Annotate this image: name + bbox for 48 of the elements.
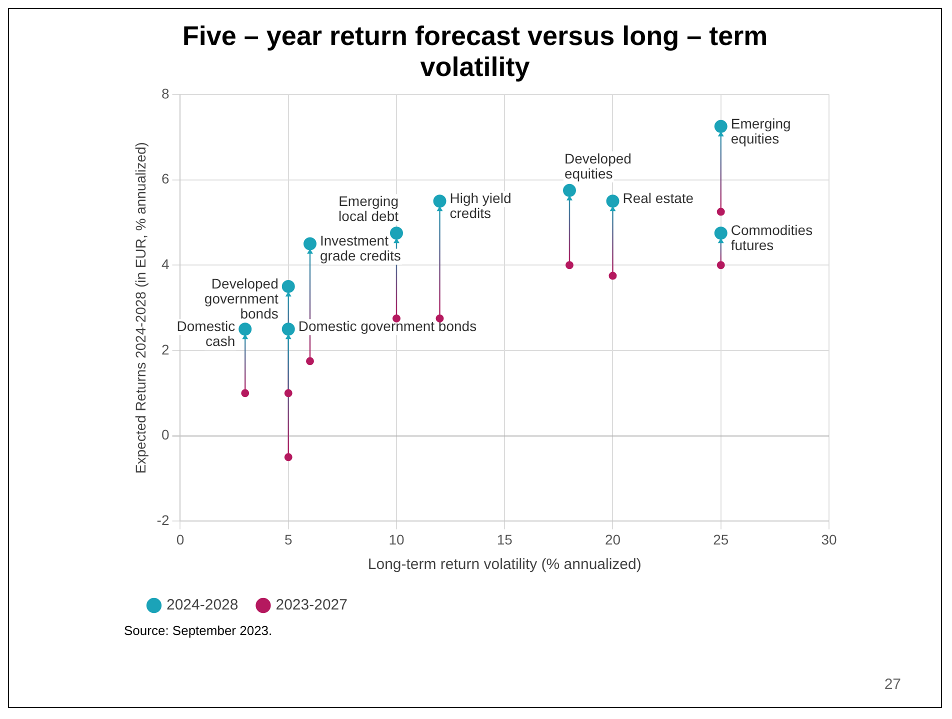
point [714, 120, 728, 133]
point [282, 280, 295, 293]
point [716, 208, 725, 216]
point [282, 322, 295, 336]
x-tick-label: 15 [496, 531, 513, 548]
point [284, 453, 292, 462]
point [241, 389, 250, 398]
point [433, 194, 446, 208]
y-tick-label: 0 [161, 426, 170, 443]
annotation: Commodities futures [730, 222, 813, 253]
point [392, 314, 400, 322]
annotation: Domestic government bonds [298, 318, 477, 334]
point [304, 237, 316, 250]
annotation: Investment grade credits [320, 232, 401, 264]
point [563, 184, 576, 197]
annotation: Real estate [622, 190, 694, 206]
y-tick-label: 8 [161, 85, 170, 102]
point [390, 226, 403, 240]
point [714, 226, 728, 240]
annotation: Emerging local debt [338, 192, 399, 224]
legend-label: 2023-2027 [276, 596, 348, 614]
annotation: High yield credits [450, 190, 512, 221]
point [238, 322, 252, 336]
x-tick-label: 25 [713, 531, 729, 548]
legend-label: 2024-2028 [166, 596, 238, 614]
x-tick-label: 5 [284, 531, 292, 548]
point [716, 261, 725, 270]
x-tick-label: 30 [821, 531, 837, 548]
y-axis-title: Expected Returns 2024-2028 (in EUR, % annualized) [132, 142, 148, 474]
point [606, 194, 620, 208]
x-tick-label: 0 [176, 531, 184, 548]
y-tick-label: 6 [161, 170, 170, 187]
x-axis-title: Long-term return volatility (% annualized) [368, 556, 642, 574]
point [608, 272, 617, 280]
source-note: Source: September 2023. [124, 623, 274, 638]
point [284, 389, 292, 398]
point [306, 357, 314, 366]
annotation: Emerging equities [730, 115, 791, 146]
y-tick-label: 2 [161, 341, 170, 358]
annotation: Developed equities [564, 150, 632, 182]
x-tick-label: 10 [388, 531, 404, 548]
y-tick-label: -2 [156, 512, 170, 528]
chart-title: Five – year return forecast versus long – term volatility [181, 21, 769, 83]
annotation: Domestic cash [176, 318, 236, 349]
text: 27 [884, 676, 901, 693]
y-tick-label: 4 [161, 256, 170, 272]
point [566, 261, 574, 270]
x-tick-label: 20 [604, 531, 621, 548]
